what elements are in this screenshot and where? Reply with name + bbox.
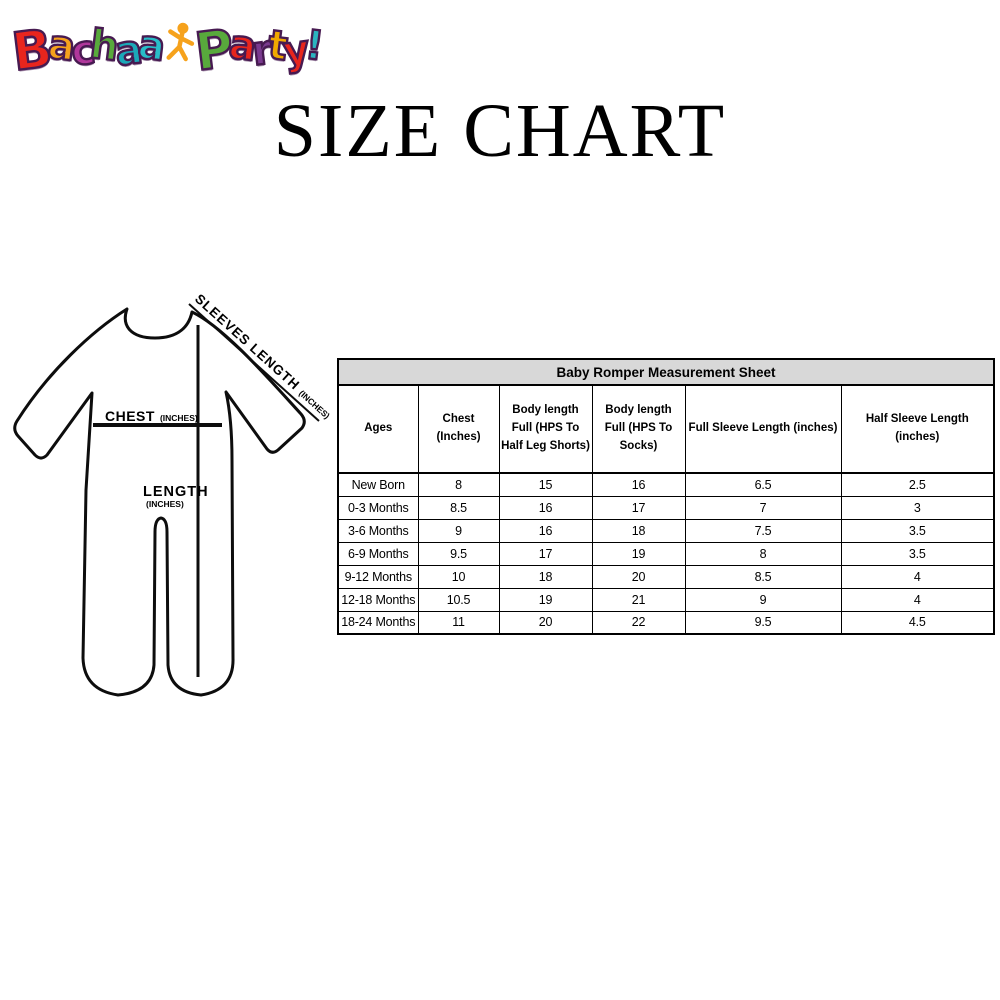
measurement-value-cell: 4 (840, 587, 995, 612)
column-header-half-sleeve: Half Sleeve Length (inches) (840, 384, 995, 474)
column-header-chest: Chest (Inches) (417, 384, 500, 474)
measurement-value-cell: 7 (684, 495, 842, 520)
logo-letter: a (134, 20, 169, 71)
measurement-value-cell: 9.5 (684, 610, 842, 635)
age-cell: 12-18 Months (337, 587, 419, 612)
age-cell: 0-3 Months (337, 495, 419, 520)
measurement-value-cell: 15 (498, 472, 593, 497)
measurement-value-cell: 8.5 (684, 564, 842, 589)
column-header-body-length-socks: Body length Full (HPS To Socks) (591, 384, 686, 474)
chest-label: CHEST (INCHES) (105, 408, 198, 424)
length-label: LENGTH (143, 484, 209, 500)
measurement-value-cell: 16 (498, 495, 593, 520)
measurement-value-cell: 19 (591, 541, 686, 566)
measurement-value-cell: 17 (591, 495, 686, 520)
measurement-value-cell: 4.5 (840, 610, 995, 635)
measurement-value-cell: 16 (591, 472, 686, 497)
measurement-value-cell: 9 (417, 518, 500, 543)
measurement-value-cell: 2.5 (840, 472, 995, 497)
table-header-row: Ages Chest (Inches) Body length Full (HP… (337, 384, 995, 474)
table-row: 9-12 Months 10 18 20 8.5 4 (337, 564, 995, 589)
measurement-table-container: Baby Romper Measurement Sheet Ages Chest… (337, 358, 996, 635)
dancing-kid-icon (166, 22, 194, 62)
measurement-table: Baby Romper Measurement Sheet Ages Chest… (337, 358, 996, 635)
measurement-value-cell: 8.5 (417, 495, 500, 520)
table-row: 0-3 Months 8.5 16 17 7 3 (337, 495, 995, 520)
table-title-row: Baby Romper Measurement Sheet (337, 358, 995, 386)
age-cell: New Born (337, 472, 419, 497)
measurement-value-cell: 21 (591, 587, 686, 612)
measurement-value-cell: 6.5 (684, 472, 842, 497)
measurement-value-cell: 11 (417, 610, 500, 635)
table-row: 18-24 Months 11 20 22 9.5 4.5 (337, 610, 995, 635)
measurement-value-cell: 9 (684, 587, 842, 612)
measurement-value-cell: 18 (591, 518, 686, 543)
table-title: Baby Romper Measurement Sheet (337, 358, 995, 386)
measurement-value-cell: 16 (498, 518, 593, 543)
measurement-value-cell: 10.5 (417, 587, 500, 612)
column-header-ages: Ages (337, 384, 419, 474)
column-header-body-length-half-leg: Body length Full (HPS To Half Leg Shorts… (498, 384, 593, 474)
measurement-value-cell: 22 (591, 610, 686, 635)
column-header-full-sleeve: Full Sleeve Length (inches) (684, 384, 842, 474)
measurement-value-cell: 9.5 (417, 541, 500, 566)
measurement-table-body: New Born 8 15 16 6.5 2.5 0-3 Months 8.5 16 17 7 3 3-… (337, 472, 995, 635)
age-cell: 3-6 Months (337, 518, 419, 543)
measurement-value-cell: 10 (417, 564, 500, 589)
table-row: New Born 8 15 16 6.5 2.5 (337, 472, 995, 497)
sleeve-length-line (188, 303, 320, 422)
measurement-value-cell: 17 (498, 541, 593, 566)
measurement-value-cell: 20 (498, 610, 593, 635)
age-cell: 18-24 Months (337, 610, 419, 635)
measurement-value-cell: 7.5 (684, 518, 842, 543)
measurement-value-cell: 8 (417, 472, 500, 497)
age-cell: 9-12 Months (337, 564, 419, 589)
table-row: 12-18 Months 10.5 19 21 9 4 (337, 587, 995, 612)
measurement-value-cell: 8 (684, 541, 842, 566)
page-title: SIZE CHART (273, 89, 727, 173)
logo-letter: ! (301, 21, 327, 71)
measurement-value-cell: 18 (498, 564, 593, 589)
table-row: 3-6 Months 9 16 18 7.5 3.5 (337, 518, 995, 543)
table-row: 6-9 Months 9.5 17 19 8 3.5 (337, 541, 995, 566)
measurement-value-cell: 3.5 (840, 541, 995, 566)
romper-measurement-diagram: SLEEVES LENGTH(INCHES) CHEST (INCHES) LEN… (13, 291, 330, 697)
length-unit-label: (INCHES) (146, 499, 184, 509)
age-cell: 6-9 Months (337, 541, 419, 566)
measurement-value-cell: 4 (840, 564, 995, 589)
measurement-value-cell: 3.5 (840, 518, 995, 543)
measurement-value-cell: 20 (591, 564, 686, 589)
measurement-value-cell: 19 (498, 587, 593, 612)
measurement-value-cell: 3 (840, 495, 995, 520)
